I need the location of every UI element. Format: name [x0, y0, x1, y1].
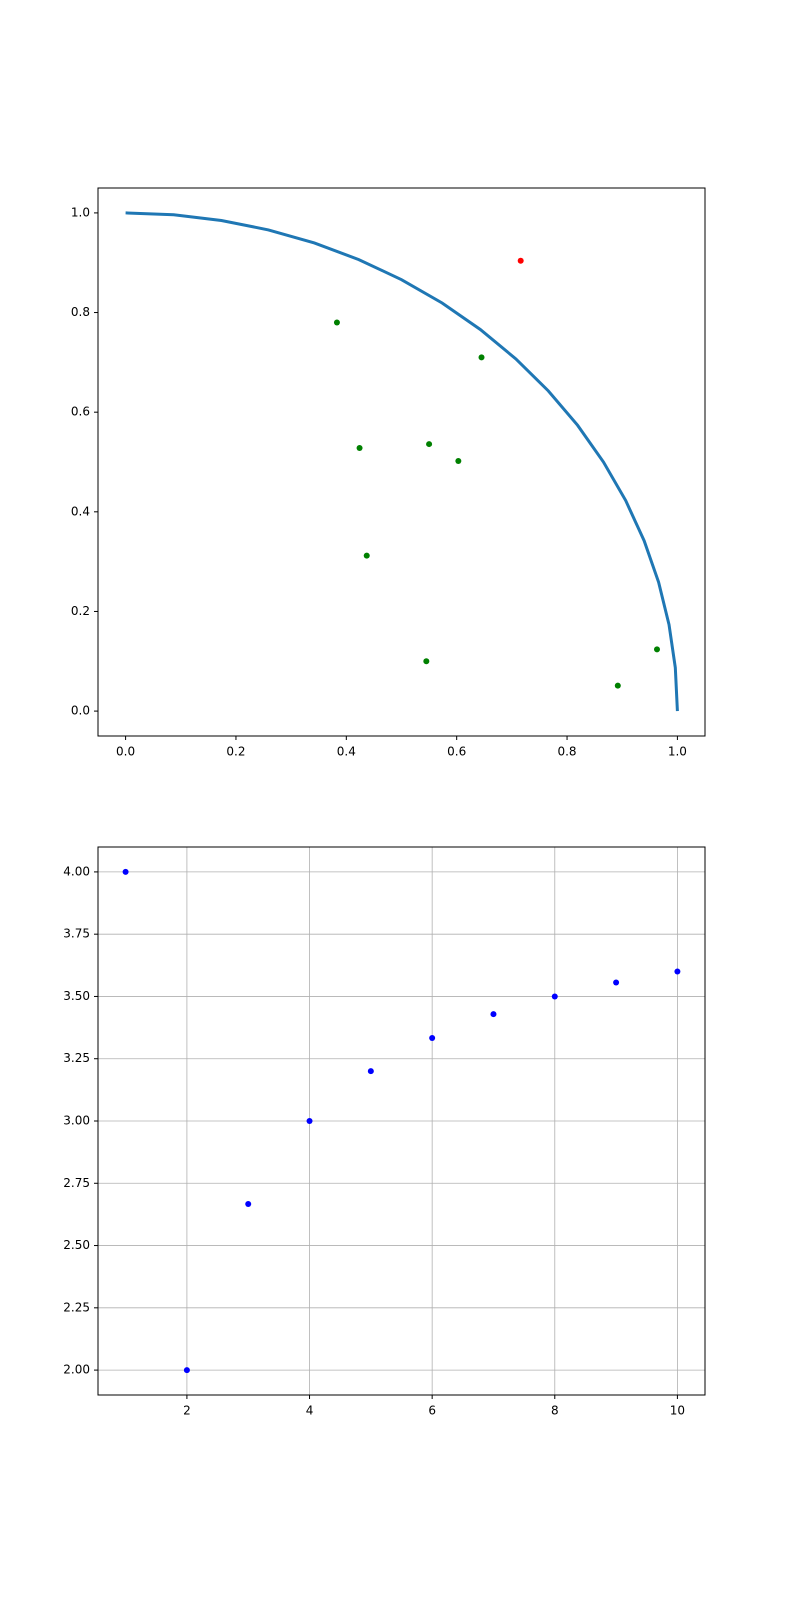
y-tick-label: 3.75: [63, 927, 90, 941]
scatter-point: [356, 445, 363, 452]
scatter-point: [183, 1367, 190, 1374]
x-tick-label: 10: [670, 1404, 685, 1418]
scatter-point: [363, 552, 370, 559]
y-tick-label: 1.0: [71, 205, 90, 219]
y-tick-label: 0.0: [71, 704, 90, 718]
x-tick-label: 6: [428, 1404, 436, 1418]
y-tick-label: 0.4: [71, 504, 90, 518]
y-tick-label: 3.50: [63, 989, 90, 1003]
y-tick-label: 0.6: [71, 405, 90, 419]
x-tick-label: 8: [551, 1404, 559, 1418]
x-tick-label: 0.6: [447, 745, 466, 759]
y-tick-label: 0.2: [71, 604, 90, 618]
y-tick-label: 2.25: [63, 1300, 90, 1314]
scatter-point: [122, 868, 129, 875]
x-tick-label: 4: [306, 1404, 314, 1418]
scatter-point: [478, 354, 485, 361]
scatter-point: [423, 658, 430, 665]
y-tick-label: 4.00: [63, 864, 90, 878]
scatter-point: [429, 1035, 436, 1042]
x-tick-label: 2: [183, 1404, 191, 1418]
scatter-point: [333, 319, 340, 326]
scatter-point: [426, 441, 433, 448]
x-tick-label: 0.0: [116, 745, 135, 759]
scatter-point: [614, 682, 621, 689]
scatter-point: [367, 1068, 374, 1075]
scatter-point: [551, 993, 558, 1000]
scatter-point: [613, 979, 620, 986]
x-tick-label: 1.0: [668, 745, 687, 759]
y-tick-label: 3.25: [63, 1051, 90, 1065]
y-tick-label: 2.00: [63, 1363, 90, 1377]
x-tick-label: 0.4: [337, 745, 356, 759]
x-tick-label: 0.8: [557, 745, 576, 759]
scatter-point: [653, 646, 660, 653]
axes-frame: [97, 846, 706, 1396]
scatter-point: [306, 1118, 313, 1124]
y-tick-label: 2.50: [63, 1238, 90, 1252]
y-tick-label: 0.8: [71, 305, 90, 319]
y-tick-label: 3.00: [63, 1114, 90, 1128]
x-tick-label: 0.2: [226, 745, 245, 759]
scatter-point: [517, 257, 524, 264]
scatter-point: [490, 1011, 497, 1018]
arc-line: [125, 211, 679, 712]
y-tick-label: 2.75: [63, 1176, 90, 1190]
scatter-point: [455, 458, 462, 465]
scatter-point: [674, 968, 681, 975]
scatter-point: [245, 1200, 252, 1207]
axes-frame: [97, 187, 706, 737]
